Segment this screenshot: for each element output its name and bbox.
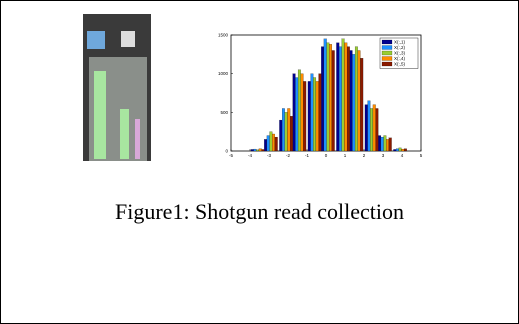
photo-detail bbox=[87, 31, 105, 49]
legend-label: X(:,1) bbox=[394, 40, 406, 45]
x-tick-label: -3 bbox=[267, 153, 271, 158]
bar bbox=[358, 50, 361, 151]
caption: Figure1: Shotgun read collection bbox=[1, 199, 518, 225]
x-tick-label: -1 bbox=[305, 153, 309, 158]
photo bbox=[83, 14, 151, 161]
x-tick-label: 2 bbox=[363, 153, 366, 158]
bar bbox=[275, 137, 278, 151]
bar bbox=[311, 74, 314, 151]
bar bbox=[279, 120, 282, 151]
bar bbox=[376, 108, 379, 151]
legend-label: X(:,5) bbox=[394, 62, 406, 67]
x-tick-label: -5 bbox=[229, 153, 233, 158]
bar bbox=[401, 149, 404, 151]
x-tick-label: 3 bbox=[382, 153, 385, 158]
bar bbox=[298, 70, 301, 151]
bar bbox=[365, 105, 368, 151]
legend-swatch bbox=[382, 62, 392, 66]
bar bbox=[336, 43, 339, 151]
legend-swatch bbox=[382, 57, 392, 61]
legend-label: X(:,3) bbox=[394, 51, 406, 56]
bar bbox=[352, 54, 355, 151]
bar bbox=[321, 47, 324, 151]
x-tick-label: 1 bbox=[344, 153, 347, 158]
bar bbox=[313, 78, 316, 151]
bar bbox=[384, 136, 387, 151]
bar bbox=[368, 101, 371, 151]
bar bbox=[339, 47, 342, 151]
bar bbox=[324, 39, 327, 151]
photo-detail bbox=[120, 109, 129, 159]
bar bbox=[373, 105, 376, 151]
y-tick-label: 1000 bbox=[218, 71, 229, 76]
bar bbox=[295, 78, 298, 151]
x-tick-label: -4 bbox=[248, 153, 252, 158]
bar bbox=[396, 149, 399, 151]
bar bbox=[282, 108, 285, 151]
bar bbox=[327, 43, 330, 151]
bar bbox=[370, 108, 373, 151]
legend-swatch bbox=[382, 51, 392, 55]
bar bbox=[254, 149, 257, 151]
photo-detail bbox=[121, 31, 135, 47]
bar bbox=[329, 44, 332, 151]
x-tick-label: -2 bbox=[286, 153, 290, 158]
bar bbox=[251, 149, 254, 151]
y-tick-label: 1500 bbox=[218, 33, 229, 38]
bar bbox=[342, 39, 345, 151]
bar bbox=[355, 47, 358, 151]
bar bbox=[262, 149, 265, 151]
bar bbox=[378, 136, 381, 151]
bar bbox=[360, 58, 363, 151]
bar bbox=[389, 138, 392, 151]
bar bbox=[308, 81, 311, 151]
bar bbox=[316, 81, 319, 151]
x-tick-label: 0 bbox=[325, 153, 328, 158]
legend-swatch bbox=[382, 46, 392, 50]
bar bbox=[290, 116, 293, 151]
bar bbox=[285, 112, 288, 151]
bar bbox=[347, 47, 350, 151]
bar bbox=[256, 150, 259, 151]
x-tick-label: 4 bbox=[401, 153, 404, 158]
photo-detail bbox=[94, 71, 106, 159]
bar bbox=[267, 136, 270, 151]
bar bbox=[287, 108, 290, 151]
bar bbox=[393, 149, 396, 151]
bar bbox=[386, 139, 389, 151]
bar bbox=[350, 50, 353, 151]
bar bbox=[332, 50, 335, 151]
legend-swatch bbox=[382, 40, 392, 44]
bar bbox=[319, 74, 322, 151]
photo-detail bbox=[135, 119, 140, 159]
legend-label: X(:,2) bbox=[394, 45, 406, 50]
bar bbox=[270, 132, 273, 151]
bar bbox=[293, 74, 296, 151]
bar bbox=[344, 43, 347, 151]
y-tick-label: 500 bbox=[220, 110, 228, 115]
bar bbox=[381, 137, 384, 151]
bar bbox=[259, 149, 262, 151]
bar bbox=[399, 148, 402, 151]
bar bbox=[272, 134, 275, 151]
bar bbox=[264, 139, 267, 151]
legend-label: X(:,4) bbox=[394, 56, 406, 61]
slide: 050010001500-5-4-3-2-1012345X(:,1)X(:,2)… bbox=[0, 0, 519, 324]
bar bbox=[301, 74, 304, 151]
bar bbox=[404, 149, 407, 151]
x-tick-label: 5 bbox=[420, 153, 423, 158]
bar bbox=[303, 81, 306, 151]
